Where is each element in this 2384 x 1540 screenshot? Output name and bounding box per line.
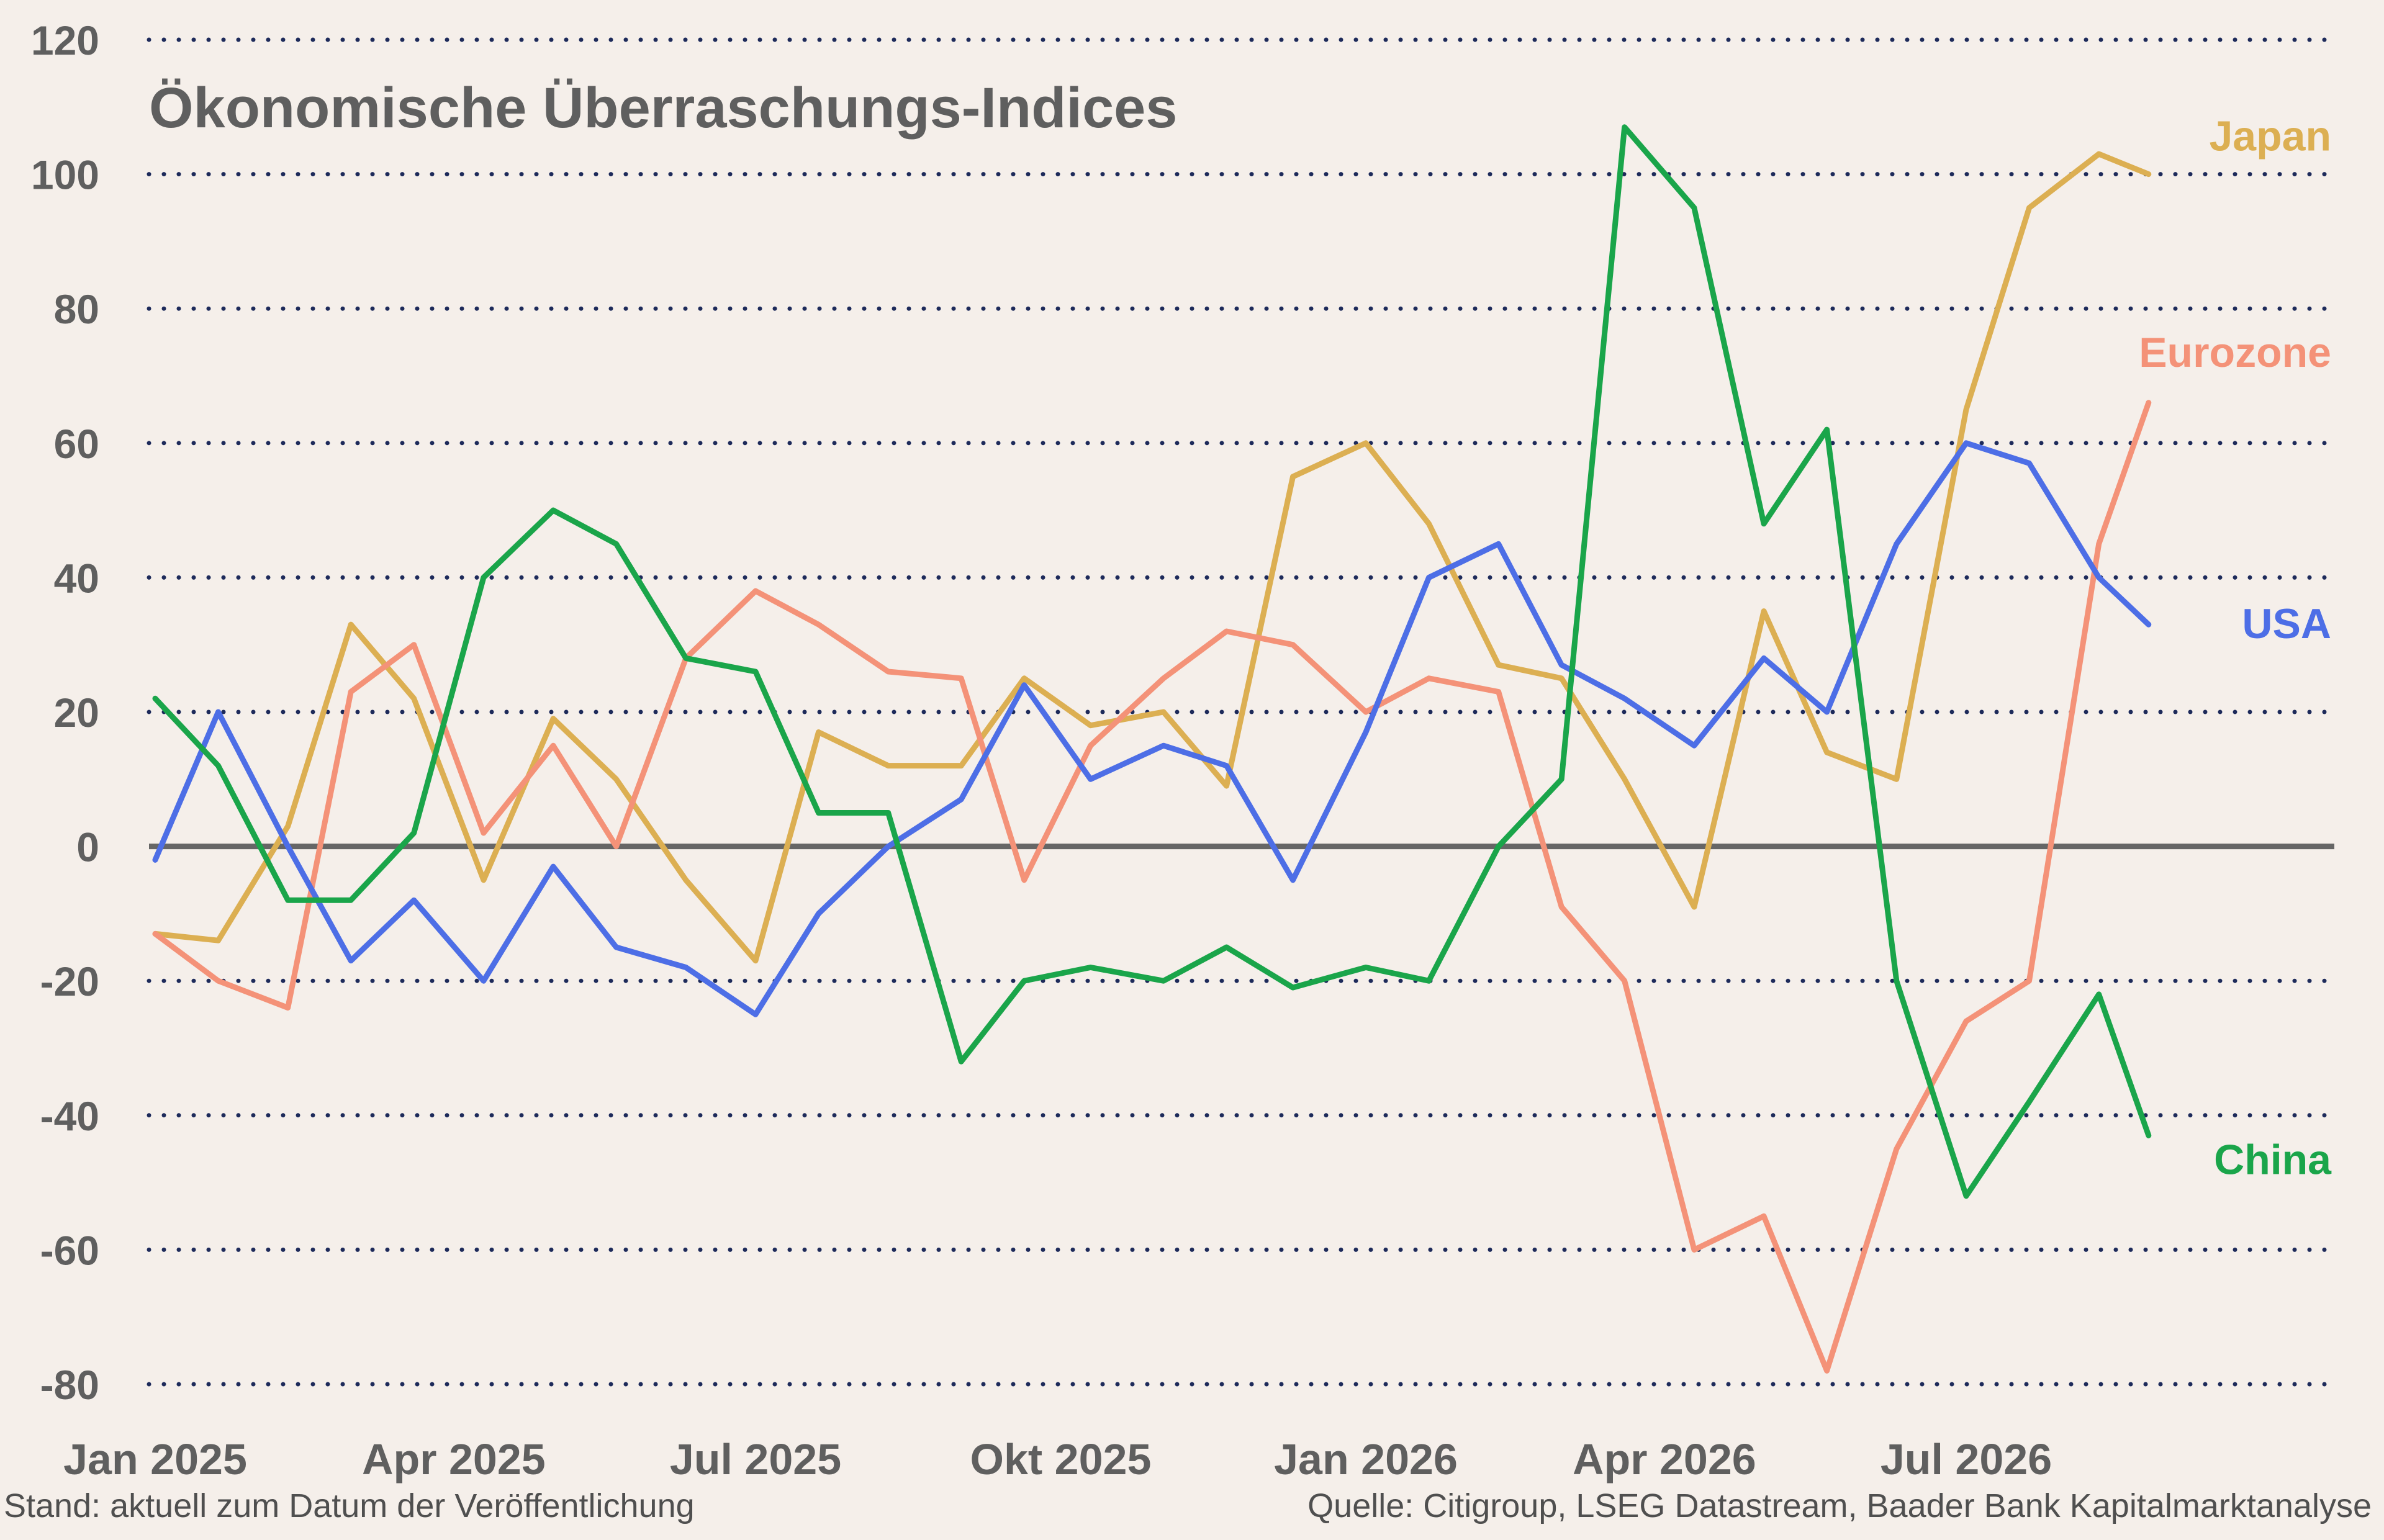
footer-source: Quelle: Citigroup, LSEG Datastream, Baad…: [1307, 1487, 2372, 1524]
y-tick-label: 40: [54, 555, 99, 601]
y-tick-label: -20: [40, 958, 99, 1004]
x-tick-label: Jul 2025: [670, 1435, 841, 1484]
y-tick-label: 0: [76, 824, 99, 870]
x-tick-label: Jul 2026: [1881, 1435, 2052, 1484]
x-tick-label: Apr 2025: [362, 1435, 546, 1484]
series-line-eurozone: [152, 400, 2152, 1374]
y-tick-label: 60: [54, 421, 99, 467]
y-tick-label: 80: [54, 286, 99, 332]
y-tick-label: 20: [54, 690, 99, 736]
chart-title: Ökonomische Überraschungs-Indices: [149, 76, 1178, 140]
y-tick-label: -60: [40, 1227, 99, 1273]
series-line-usa: [152, 440, 2152, 1017]
series-label-china: China: [2214, 1136, 2332, 1183]
y-tick-label: 120: [31, 17, 99, 63]
y-tick-label: -80: [40, 1362, 99, 1408]
x-tick-label: Okt 2025: [970, 1435, 1152, 1484]
footer-stand: Stand: aktuell zum Datum der Veröffentli…: [4, 1487, 695, 1524]
x-tick-label: Apr 2026: [1573, 1435, 1756, 1484]
series-line-china: [152, 124, 2152, 1199]
y-tick-label: -40: [40, 1093, 99, 1139]
x-tick-label: Jan 2026: [1274, 1435, 1458, 1484]
x-tick-label: Jan 2025: [63, 1435, 247, 1484]
series-label-eurozone: Eurozone: [2139, 329, 2331, 376]
series-line-japan: [152, 151, 2152, 964]
series-label-japan: Japan: [2209, 113, 2331, 160]
y-tick-label: 100: [31, 152, 99, 198]
series-label-usa: USA: [2242, 600, 2331, 647]
